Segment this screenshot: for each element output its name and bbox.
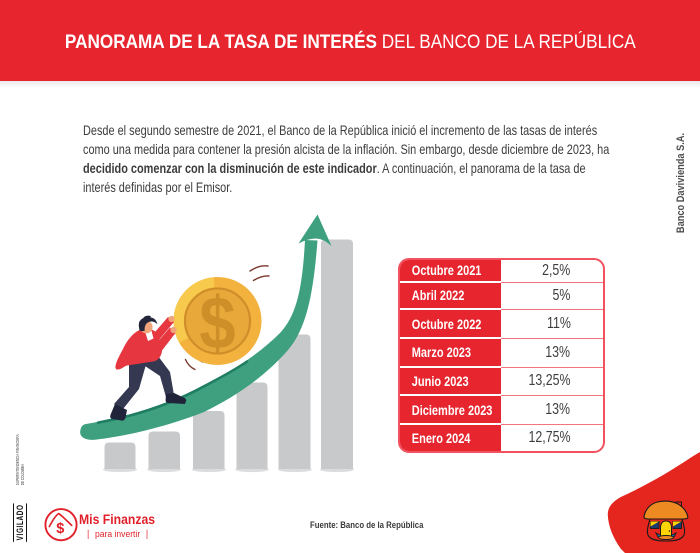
svg-text:$: $ (199, 282, 235, 365)
svg-text:$: $ (56, 521, 64, 537)
